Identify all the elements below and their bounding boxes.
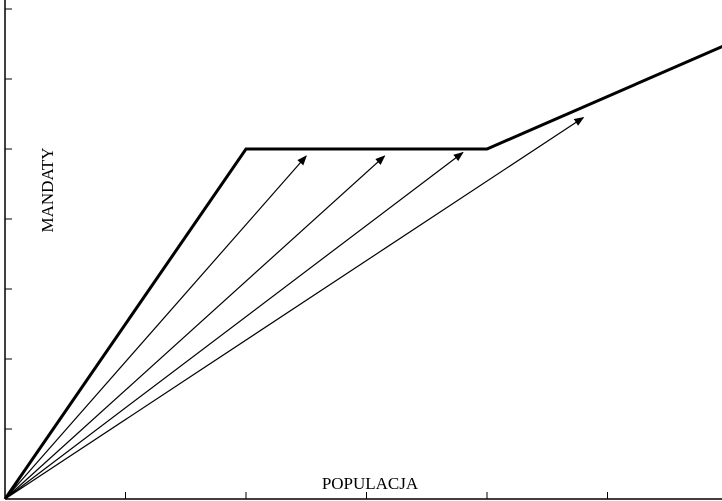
- axes: [4, 0, 722, 500]
- arrow: [4, 155, 386, 500]
- series-line: [3, 44, 722, 500]
- x-axis-label: POPULACJA: [322, 474, 419, 493]
- arrow: [4, 151, 464, 500]
- arrow: [4, 155, 307, 500]
- series: [3, 44, 722, 500]
- y-axis-label: MANDATY: [38, 148, 57, 233]
- arrow: [4, 116, 585, 500]
- arrows: [4, 116, 585, 500]
- axis-ticks: [5, 8, 608, 499]
